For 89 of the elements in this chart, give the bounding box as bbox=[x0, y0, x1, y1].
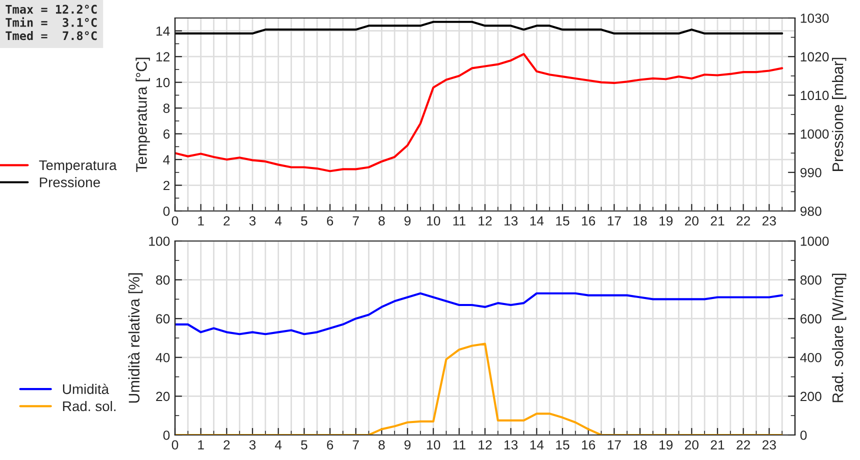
x-tick-label: 3 bbox=[249, 440, 256, 450]
y2-axis-title: Pressione [mbar] bbox=[832, 58, 846, 171]
x-tick-label: 21 bbox=[710, 216, 724, 226]
y-tick-label: 2 bbox=[163, 180, 170, 190]
y2-tick-label: 1010 bbox=[800, 90, 829, 100]
text: Tmed = 7.8°C bbox=[6, 31, 97, 40]
y2-tick-label: 1000 bbox=[800, 236, 829, 246]
legend-label: Umidità bbox=[63, 384, 110, 394]
x-tick-label: 22 bbox=[736, 440, 750, 450]
x-tick-label: 8 bbox=[378, 440, 385, 450]
x-tick-label: 12 bbox=[478, 216, 492, 226]
y-tick-label: 80 bbox=[156, 275, 170, 285]
x-tick-label: 23 bbox=[762, 216, 776, 226]
x-tick-label: 14 bbox=[530, 216, 544, 226]
x-tick-label: 1 bbox=[198, 216, 204, 226]
y2-tick-label: 1000 bbox=[800, 129, 829, 139]
y-tick-label: 60 bbox=[156, 314, 170, 324]
x-tick-label: 3 bbox=[249, 216, 256, 226]
x-tick-label: 18 bbox=[634, 216, 647, 226]
y-tick-label: 10 bbox=[156, 78, 170, 88]
line-series bbox=[175, 20, 784, 34]
y-tick-label: 100 bbox=[149, 236, 170, 246]
x-tick-label: 2 bbox=[224, 216, 230, 226]
x-tick-label: 7 bbox=[352, 440, 359, 450]
x-tick-label: 17 bbox=[608, 216, 621, 226]
y2-tick-label: 980 bbox=[800, 206, 822, 216]
x-tick-label: 15 bbox=[556, 440, 570, 450]
x-tick-label: 22 bbox=[736, 216, 750, 226]
y2-tick-label: 990 bbox=[800, 168, 822, 178]
legend-label: Pressione bbox=[40, 177, 100, 188]
x-tick-label: 6 bbox=[327, 216, 334, 226]
x-tick-label: 2 bbox=[224, 440, 230, 450]
x-tick-label: 8 bbox=[378, 216, 385, 226]
x-tick-label: 16 bbox=[582, 216, 596, 226]
y2-tick-label: 800 bbox=[800, 275, 822, 285]
line-series bbox=[175, 52, 784, 172]
x-tick-label: 11 bbox=[453, 216, 466, 226]
x-tick-label: 0 bbox=[172, 216, 178, 226]
x-tick-label: 13 bbox=[504, 216, 518, 226]
x-tick-label: 6 bbox=[327, 440, 334, 450]
y2-tick-label: 200 bbox=[800, 392, 822, 402]
x-tick-label: 9 bbox=[404, 440, 411, 450]
x-tick-label: 9 bbox=[404, 216, 411, 226]
line-series bbox=[175, 292, 784, 336]
y2-tick-label: 1020 bbox=[800, 52, 829, 62]
line-series bbox=[175, 342, 784, 435]
y-tick-label: 20 bbox=[156, 392, 170, 402]
x-tick-label: 5 bbox=[301, 440, 308, 450]
x-tick-label: 12 bbox=[478, 440, 492, 450]
y-axis-title: Umidità relativa [%] bbox=[128, 273, 143, 403]
x-tick-label: 5 bbox=[301, 216, 308, 226]
x-tick-label: 21 bbox=[710, 440, 724, 450]
y2-tick-label: 1030 bbox=[800, 14, 829, 23]
y-axis-title: Temperatura [°C] bbox=[136, 58, 150, 172]
y-tick-label: 0 bbox=[163, 206, 170, 216]
x-tick-label: 11 bbox=[453, 440, 466, 450]
text: Tmin = 3.1°C bbox=[6, 17, 97, 27]
y-tick-label: 4 bbox=[163, 155, 170, 164]
x-tick-label: 23 bbox=[762, 440, 776, 450]
y2-tick-label: 400 bbox=[800, 352, 822, 362]
x-tick-label: 16 bbox=[582, 440, 596, 450]
x-tick-label: 4 bbox=[274, 216, 282, 226]
x-tick-label: 7 bbox=[352, 216, 359, 226]
y-tick-label: 6 bbox=[163, 129, 170, 139]
x-tick-label: 15 bbox=[556, 216, 570, 226]
x-tick-label: 10 bbox=[427, 440, 440, 450]
x-tick-label: 14 bbox=[530, 440, 544, 450]
y-tick-label: 12 bbox=[156, 52, 170, 62]
y2-axis-title: Rad. solare [W/mq] bbox=[832, 274, 846, 402]
y2-tick-label: 0 bbox=[800, 430, 807, 440]
x-tick-label: 20 bbox=[684, 216, 698, 226]
legend-label: Rad. sol. bbox=[63, 400, 116, 412]
y-tick-label: 14 bbox=[156, 26, 170, 36]
x-tick-label: 19 bbox=[660, 440, 673, 450]
x-tick-label: 13 bbox=[504, 440, 518, 450]
text: Tmax = 12.2°C bbox=[6, 4, 97, 14]
y-tick-label: 40 bbox=[156, 352, 170, 362]
y-tick-label: 0 bbox=[163, 430, 170, 440]
x-tick-label: 0 bbox=[172, 440, 178, 450]
x-tick-label: 19 bbox=[660, 216, 673, 226]
legend-label: Temperatura bbox=[39, 160, 117, 173]
y-tick-label: 8 bbox=[163, 104, 170, 113]
x-tick-label: 17 bbox=[608, 440, 621, 450]
x-tick-label: 20 bbox=[684, 440, 698, 450]
x-tick-label: 10 bbox=[427, 216, 440, 226]
y2-tick-label: 600 bbox=[800, 314, 822, 324]
x-tick-label: 18 bbox=[634, 440, 647, 450]
x-tick-label: 4 bbox=[274, 440, 282, 450]
x-tick-label: 1 bbox=[198, 440, 204, 450]
